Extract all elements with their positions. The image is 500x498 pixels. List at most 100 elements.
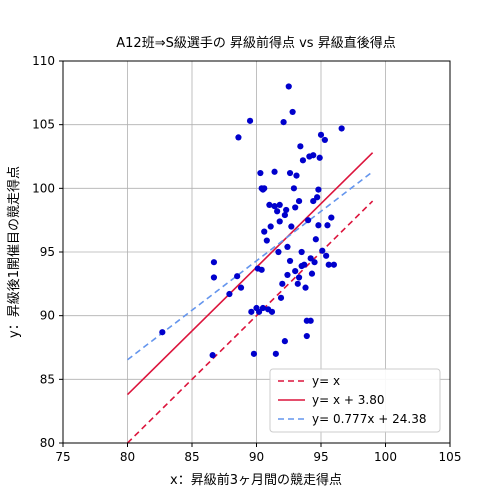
data-point	[312, 236, 319, 243]
data-point	[324, 222, 331, 229]
data-point	[263, 237, 270, 244]
data-point	[294, 280, 301, 287]
x-tick-label: 100	[374, 450, 397, 464]
data-point	[295, 197, 303, 205]
data-point	[310, 197, 317, 205]
y-tick-label: 105	[32, 118, 55, 132]
y-tick-label: 80	[40, 436, 55, 450]
data-point	[290, 185, 298, 192]
data-point	[281, 338, 288, 345]
data-point	[268, 308, 276, 315]
data-point	[311, 259, 318, 266]
data-point	[315, 222, 322, 229]
data-point	[259, 304, 267, 312]
y-tick-label: 85	[40, 372, 55, 386]
legend-box	[269, 368, 441, 433]
data-point	[283, 206, 290, 214]
data-point	[308, 270, 316, 277]
data-point	[280, 119, 287, 126]
x-tick-label: 75	[55, 450, 70, 464]
data-point	[271, 203, 278, 210]
data-point	[319, 247, 326, 254]
data-point	[302, 284, 309, 291]
legend-label-shift-line: y= x + 3.80	[312, 393, 384, 407]
data-point	[298, 248, 305, 256]
data-point	[316, 154, 323, 161]
x-tick-label: 90	[249, 450, 264, 464]
data-point	[258, 266, 265, 273]
legend-label-identity-line: y= x	[312, 374, 340, 388]
data-point	[210, 259, 218, 266]
y-axis-label: y：昇級後1開催目の競走得点	[6, 166, 22, 338]
data-point	[323, 252, 330, 259]
data-point	[315, 186, 322, 193]
shift-line	[126, 152, 374, 396]
data-point	[295, 274, 303, 281]
data-point	[267, 223, 274, 230]
data-point	[250, 350, 258, 357]
data-point	[266, 201, 273, 208]
data-point	[292, 268, 299, 275]
data-point	[317, 131, 325, 138]
data-point	[271, 168, 278, 175]
x-tick-label: 95	[313, 450, 328, 464]
regression-line	[127, 171, 374, 361]
data-point	[330, 261, 337, 268]
x-tick-label: 85	[184, 450, 199, 464]
data-point	[234, 273, 241, 280]
data-point	[281, 211, 288, 219]
data-point	[257, 169, 264, 177]
data-point	[321, 136, 328, 144]
data-point	[310, 152, 317, 159]
data-point	[209, 352, 216, 359]
data-point	[288, 223, 295, 230]
data-point	[255, 308, 263, 315]
data-point	[261, 185, 268, 192]
data-point	[328, 214, 335, 221]
x-tick-label: 80	[120, 450, 135, 464]
y-tick-label: 95	[40, 245, 55, 259]
legend-label-regression-line: y= 0.777x + 24.38	[312, 412, 426, 426]
data-point	[275, 248, 282, 256]
data-point	[210, 274, 218, 281]
data-point	[226, 290, 233, 298]
data-point	[248, 308, 255, 315]
data-point	[325, 261, 332, 268]
lines	[126, 152, 374, 444]
data-point	[277, 294, 285, 301]
x-tick-label: 105	[439, 450, 462, 464]
data-point	[246, 117, 254, 124]
data-point	[305, 217, 312, 224]
data-point	[284, 271, 291, 279]
data-point	[237, 284, 245, 291]
data-point	[293, 172, 300, 179]
data-point	[307, 255, 314, 262]
data-point	[276, 201, 283, 208]
identity-line	[126, 200, 374, 444]
data-point	[235, 134, 242, 141]
data-point	[286, 257, 294, 265]
y-tick-label: 110	[32, 54, 55, 68]
data-point	[274, 208, 281, 215]
x-axis-label: x：昇級前3ヶ月間の競走得点	[170, 472, 342, 488]
y-tick-label: 100	[32, 181, 55, 195]
data-point	[303, 332, 310, 340]
data-point	[301, 261, 308, 268]
data-point	[297, 143, 304, 150]
data-point	[276, 218, 283, 225]
data-point	[286, 169, 294, 177]
data-point	[314, 194, 321, 201]
data-point	[338, 125, 345, 132]
y-tick-label: 90	[40, 309, 55, 323]
data-point	[279, 280, 286, 287]
data-points	[159, 83, 345, 359]
chart-title: A12班⇒S級選手の 昇級前得点 vs 昇級直後得点	[116, 35, 395, 51]
data-point	[284, 243, 291, 251]
data-point	[159, 329, 166, 336]
data-point	[272, 350, 279, 357]
data-point	[307, 317, 314, 324]
data-point	[299, 157, 307, 164]
legend: y= x y= x + 3.80 y= 0.777x + 24.38	[269, 368, 441, 433]
